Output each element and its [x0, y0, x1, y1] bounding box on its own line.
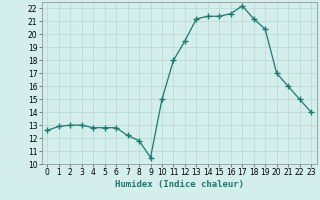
X-axis label: Humidex (Indice chaleur): Humidex (Indice chaleur): [115, 180, 244, 189]
